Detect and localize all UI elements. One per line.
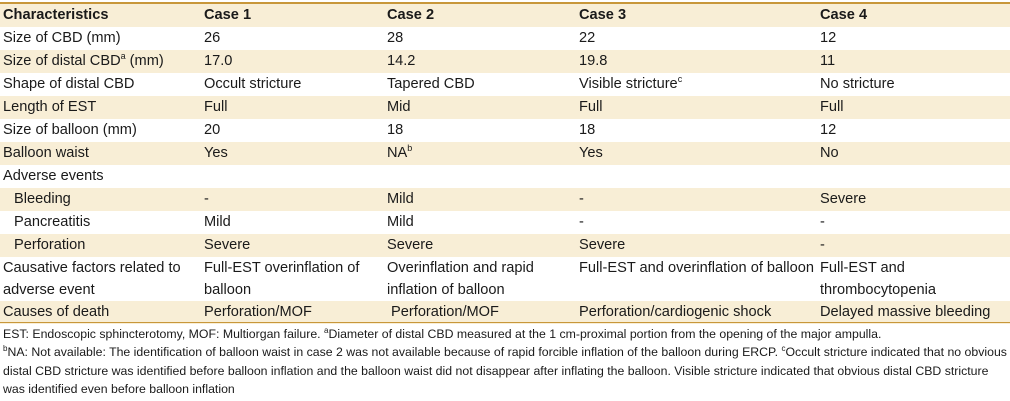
row-label: Causative factors related to adverse eve… <box>3 260 181 298</box>
row-label: Causes of death <box>3 304 110 320</box>
header-cell: Case 1 <box>204 7 252 23</box>
row-label: Size of distal CBDa (mm) <box>0 50 201 73</box>
table-cell <box>817 165 1010 188</box>
header-cell: Case 3 <box>579 7 627 23</box>
row-label: Adverse events <box>3 168 104 184</box>
header-cell: Case 4 <box>820 7 868 23</box>
table-cell: Severe <box>387 237 434 253</box>
table-cell: - <box>579 191 584 207</box>
table-row: Shape of distal CBD Occult stricture Tap… <box>0 73 1010 96</box>
table-row: Size of balloon (mm) 20 18 18 12 <box>0 119 1010 142</box>
table-cell: 12 <box>820 30 837 46</box>
cell-text: Visible stricture <box>579 76 678 92</box>
table-cell: Mid <box>387 99 411 115</box>
table-cell: Mild <box>204 214 231 230</box>
table-cell: 12 <box>820 122 837 138</box>
table-cell: Full <box>579 99 603 115</box>
table-cell: Occult stricture <box>204 76 302 92</box>
table-cell: Perforation/MOF <box>387 304 499 320</box>
label-text: Size of distal CBD <box>3 53 121 69</box>
table-cell: Full <box>820 99 844 115</box>
table-cell <box>384 165 576 188</box>
header-row: Characteristics Case 1 Case 2 Case 3 Cas… <box>0 4 1010 27</box>
table-cell: - <box>820 237 825 253</box>
table-row: Size of distal CBDa (mm) 17.0 14.2 19.8 … <box>0 50 1010 73</box>
table-row: Balloon waist Yes NAb Yes No <box>0 142 1010 165</box>
table-cell: - <box>820 214 825 230</box>
table-cell: 14.2 <box>387 53 416 69</box>
footnote-text: Diameter of distal CBD measured at the 1… <box>328 327 882 341</box>
table-cell <box>576 165 817 188</box>
table-cell: 22 <box>579 30 596 46</box>
footnote-marker: c <box>781 344 786 354</box>
table-row: Adverse events <box>0 165 1010 188</box>
table-row: Causes of death Perforation/MOF Perforat… <box>0 301 1010 324</box>
row-label: Pancreatitis <box>14 214 91 230</box>
row-label: Perforation <box>14 237 86 253</box>
table-cell: - <box>579 214 584 230</box>
table-cell: Visible stricturec <box>576 73 817 96</box>
table-row: Size of CBD (mm) 26 28 22 12 <box>0 27 1010 50</box>
case-characteristics-table: Characteristics Case 1 Case 2 Case 3 Cas… <box>0 4 1010 324</box>
table-row: Perforation Severe Severe Severe - <box>0 234 1010 257</box>
table-cell: Yes <box>204 145 228 161</box>
footnote-marker: c <box>677 74 683 84</box>
table-cell: Perforation/cardiogenic shock <box>579 304 772 320</box>
footnote-text: Occult stricture indicated that no obvio… <box>3 345 1007 396</box>
header-cell: Case 2 <box>387 7 435 23</box>
footnote-marker: a <box>324 326 329 335</box>
row-label: Size of CBD (mm) <box>3 30 121 46</box>
table-cell: 26 <box>204 30 221 46</box>
table-cell: Tapered CBD <box>387 76 475 92</box>
table-cell: 19.8 <box>579 53 608 69</box>
table-cell: Full-EST and thrombocytopenia <box>820 260 937 298</box>
footnote-marker: b <box>3 344 8 354</box>
table-cell: Perforation/MOF <box>204 304 312 320</box>
footnote-marker: a <box>120 51 126 61</box>
table-cell: 20 <box>204 122 221 138</box>
table-cell: Severe <box>204 237 251 253</box>
table-cell: 28 <box>387 30 404 46</box>
top-rule <box>0 2 1010 4</box>
table-cell: 11 <box>820 53 836 69</box>
row-label: Shape of distal CBD <box>3 76 135 92</box>
table-cell: NAb <box>384 142 576 165</box>
table-cell: Mild <box>387 191 414 207</box>
footnote-text: EST: Endoscopic sphincterotomy, MOF: Mul… <box>3 327 324 341</box>
label-text: (mm) <box>125 53 164 69</box>
table-footnote: EST: Endoscopic sphincterotomy, MOF: Mul… <box>3 325 1007 398</box>
header-cell: Characteristics <box>3 7 109 23</box>
table-cell <box>201 165 384 188</box>
table-cell: Severe <box>579 237 626 253</box>
table-row: Bleeding - Mild - Severe <box>0 188 1010 211</box>
bottom-rule <box>0 322 1010 323</box>
footnote-text: NA: Not available: The identification of… <box>7 345 782 360</box>
table-cell: Severe <box>820 191 867 207</box>
table-row: Length of EST Full Mid Full Full <box>0 96 1010 119</box>
cell-text: NA <box>387 145 408 161</box>
table-cell: Full <box>204 99 228 115</box>
table-cell: 18 <box>579 122 596 138</box>
row-label: Size of balloon (mm) <box>3 122 137 138</box>
table-cell: Full-EST and overinflation of balloon <box>579 260 814 276</box>
footnote-marker: b <box>407 143 413 153</box>
table-cell: Delayed massive bleeding <box>820 304 991 320</box>
row-label: Balloon waist <box>3 145 89 161</box>
table-cell: Overinflation and rapid inflation of bal… <box>387 260 534 298</box>
table-cell: Mild <box>387 214 414 230</box>
table-cell: Full-EST overinflation of balloon <box>204 260 360 298</box>
table-cell: 18 <box>387 122 404 138</box>
table-cell: No stricture <box>820 76 895 92</box>
row-label: Length of EST <box>3 99 97 115</box>
table-row: Causative factors related to adverse eve… <box>0 257 1010 301</box>
row-label: Bleeding <box>14 191 71 207</box>
table-cell: Yes <box>579 145 603 161</box>
table-cell: No <box>820 145 839 161</box>
table-row: Pancreatitis Mild Mild - - <box>0 211 1010 234</box>
table-cell: 17.0 <box>204 53 233 69</box>
table-cell: - <box>204 191 209 207</box>
